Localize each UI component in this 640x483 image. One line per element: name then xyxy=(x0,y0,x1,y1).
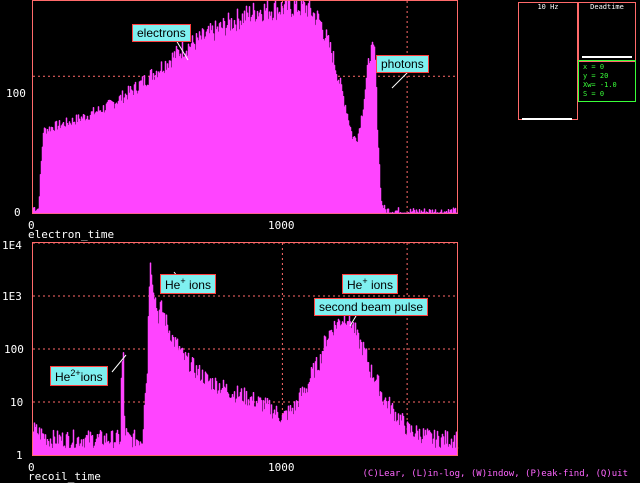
cursor-readout: x = 0 y = 20 Xw= -1.0 S = 0 xyxy=(578,60,636,102)
readout-y: y = 20 xyxy=(583,72,609,80)
command-status-line: (C)Lear, (L)in-log, (W)indow, (P)eak-fin… xyxy=(362,469,628,479)
bot-x-axis-title: recoil_time xyxy=(28,470,101,483)
recoil-time-chart-frame xyxy=(32,242,458,456)
readout-xw: Xw= -1.0 xyxy=(583,81,617,89)
leader-line-4 xyxy=(111,354,127,373)
electron-time-histogram xyxy=(32,0,458,214)
second-beam-pulse-callout: second beam pulse xyxy=(314,298,429,316)
he-2plus-ions-callout: He2+ions xyxy=(50,366,108,386)
bot-y-tick-1e4: 1E4 xyxy=(2,239,22,252)
rate-bar xyxy=(522,118,572,120)
deadtime-bar xyxy=(582,56,632,58)
deadtime-monitor-panel xyxy=(578,2,636,62)
bot-x-tick-0: 0 xyxy=(28,461,35,474)
top-x-tick-1000: 1000 xyxy=(268,219,295,232)
he-plus-ions-callout-1: He+ ions xyxy=(160,274,216,294)
rate-label: 10 Hz xyxy=(537,3,559,11)
leader-line-0 xyxy=(175,39,189,61)
bot-y-tick-1e3: 1E3 xyxy=(2,290,22,303)
deadtime-label: Deadtime xyxy=(590,3,624,11)
top-y-tick-0: 0 xyxy=(14,206,21,219)
bot-y-tick-10: 10 xyxy=(10,396,24,409)
readout-s: S = 0 xyxy=(583,90,605,98)
he-plus-ions-callout-2: He+ ions xyxy=(342,274,398,294)
electron-time-chart-frame xyxy=(32,0,458,214)
bot-y-tick-100: 100 xyxy=(4,343,24,356)
top-x-axis-title: electron_time xyxy=(28,228,115,241)
bot-y-tick-1: 1 xyxy=(16,449,23,462)
recoil-time-histogram xyxy=(32,262,459,456)
bot-x-tick-1000: 1000 xyxy=(268,461,295,474)
leader-line-3 xyxy=(349,315,357,327)
rate-monitor-panel xyxy=(518,2,578,120)
top-x-tick-0: 0 xyxy=(28,219,35,232)
photons-callout: photons xyxy=(376,55,429,73)
readout-x: x = 0 xyxy=(583,63,605,71)
electrons-callout: electrons xyxy=(132,24,191,42)
top-y-tick-100: 100 xyxy=(6,87,26,100)
leader-line-1 xyxy=(391,71,409,89)
